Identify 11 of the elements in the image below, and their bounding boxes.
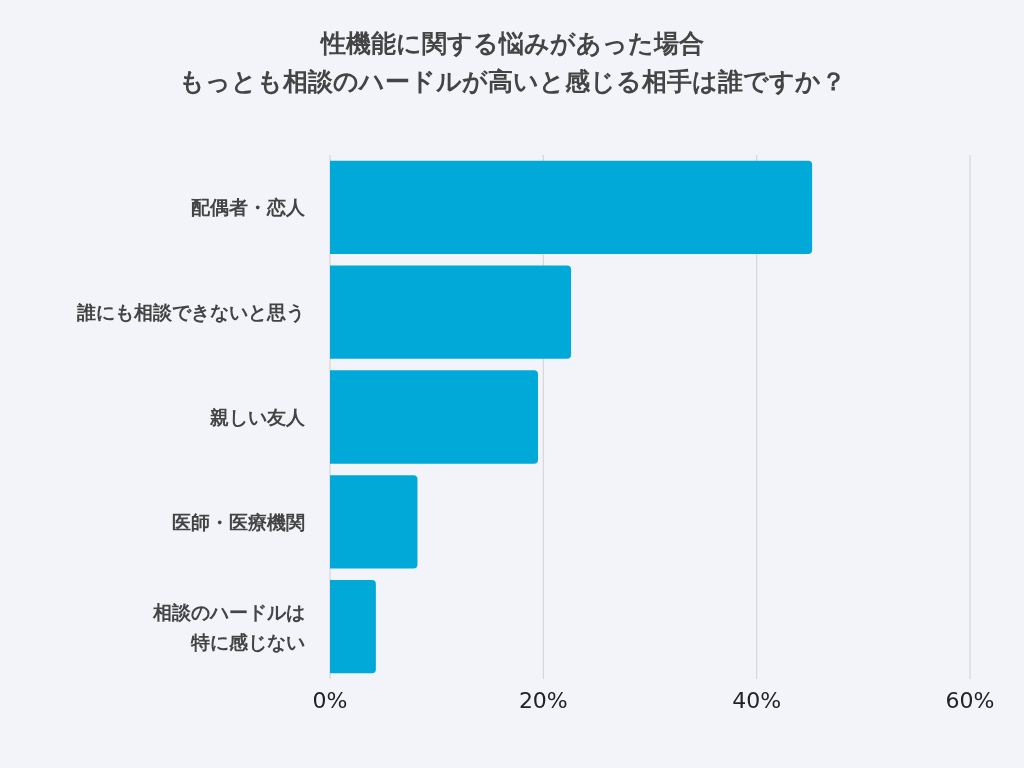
x-tick-label: 60% [945,688,995,713]
x-tick-label: 20% [518,688,568,713]
x-tick-label: 0% [312,688,348,713]
x-tick-label: 40% [732,688,782,713]
y-tick-label: 相談のハードルは特に感じない [152,600,305,653]
y-tick-label: 医師・医療機関 [172,510,305,533]
y-tick-label: 配偶者・恋人 [191,196,306,219]
y-tick-label: 親しい友人 [209,406,306,428]
subtitle: もっとも相談のハードルが高いと感じる相手は誰ですか？ [178,67,846,96]
y-tick-label: 誰にも相談できないと思う [76,301,305,325]
title: 性機能に関する悩みがあった場合 [320,29,704,58]
